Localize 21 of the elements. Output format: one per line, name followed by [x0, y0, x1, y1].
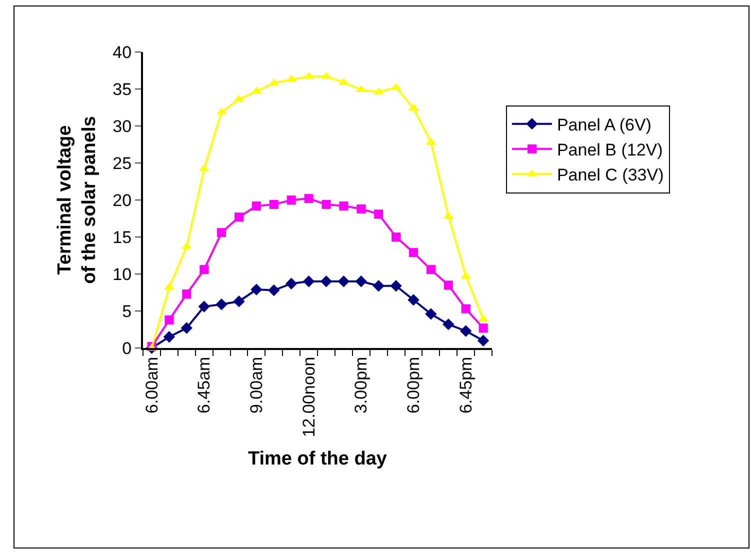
- legend-label: Panel A (6V): [556, 115, 652, 134]
- x-tick-label: 6.45pm: [456, 356, 476, 414]
- x-tick-label: 6.45am: [194, 356, 214, 414]
- legend-label: Panel C (33V): [556, 166, 664, 185]
- x-tick-label: 9.00am: [246, 356, 266, 414]
- x-tick-label: 6.00am: [142, 356, 162, 414]
- x-tick-label: 6.00pm: [404, 356, 424, 414]
- y-tick-label: 0: [122, 338, 132, 358]
- y-tick-label: 25: [112, 154, 132, 173]
- legend-label: Panel B (12V): [556, 140, 663, 160]
- x-tick-label: 12.00noon: [299, 356, 318, 438]
- y-tick-label: 5: [122, 302, 132, 321]
- y-tick-label: 20: [112, 190, 132, 210]
- y-tick-label: 40: [112, 42, 132, 62]
- y-tick-label: 10: [112, 264, 132, 284]
- y-tick-label: 30: [112, 116, 132, 136]
- y-axis-title: Terminal voltage of the solar panels: [54, 116, 100, 284]
- x-tick-label: 3.00pm: [352, 356, 371, 414]
- y-tick-label: 15: [112, 228, 132, 247]
- y-tick-label: 35: [112, 80, 132, 99]
- x-axis-title: Time of the day: [248, 448, 388, 470]
